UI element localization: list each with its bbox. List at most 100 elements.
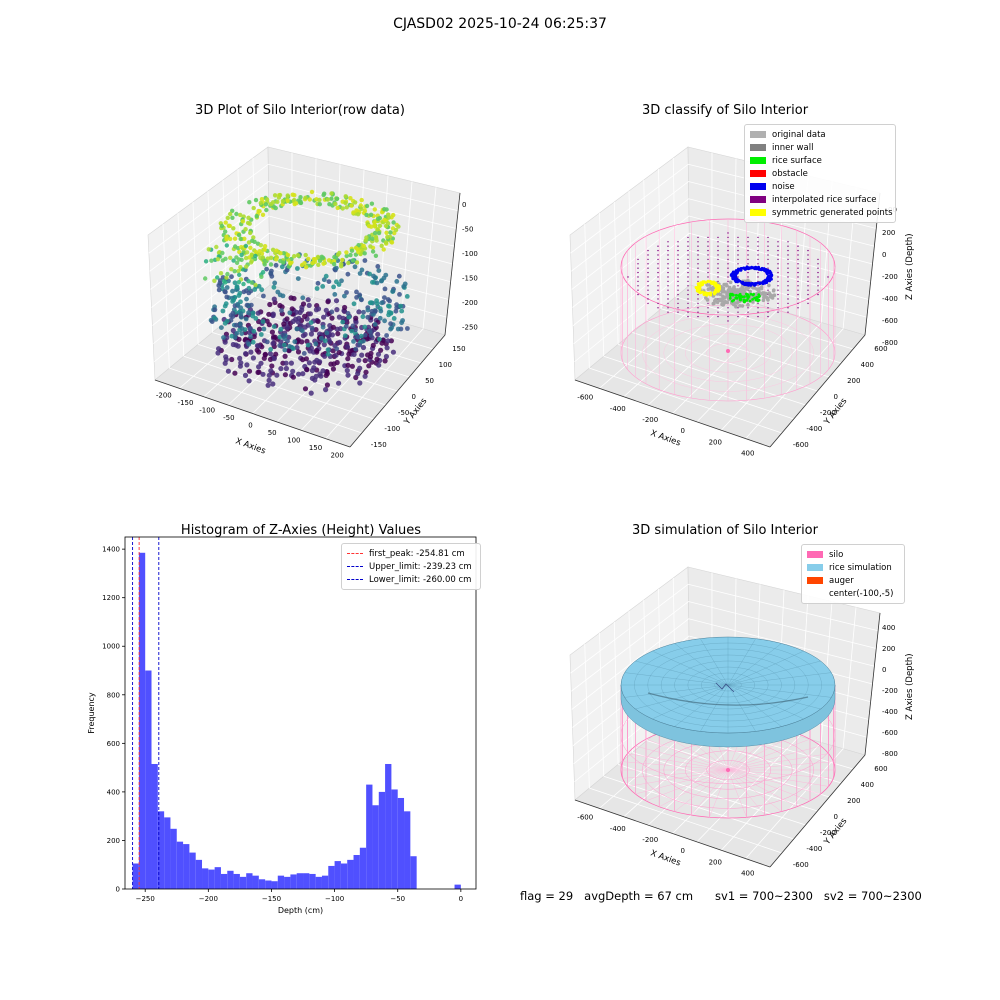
data-point — [290, 368, 296, 374]
data-point — [348, 196, 353, 201]
grid-line — [745, 748, 844, 859]
data-point — [302, 261, 307, 266]
original-point — [726, 292, 730, 297]
data-point — [303, 195, 308, 200]
data-point — [325, 197, 331, 202]
interpolated-point — [717, 315, 719, 318]
data-point — [282, 336, 287, 342]
data-point — [273, 205, 278, 211]
data-point — [300, 371, 306, 377]
interpolated-point — [757, 258, 759, 261]
histogram-bar — [340, 863, 348, 889]
data-point — [223, 229, 228, 234]
data-point — [313, 307, 319, 313]
data-point — [387, 304, 392, 309]
data-point — [353, 327, 358, 333]
data-point — [335, 331, 341, 337]
interpolated-point — [747, 258, 749, 261]
data-point — [317, 202, 322, 207]
data-point — [353, 346, 359, 352]
interpolated-point — [767, 236, 769, 239]
histogram-bar — [132, 863, 139, 889]
data-point — [234, 284, 240, 290]
data-point — [394, 302, 399, 307]
data-point — [273, 351, 279, 357]
data-point — [321, 255, 326, 261]
legend-dash — [347, 566, 363, 567]
silo-floor-spoke — [627, 753, 729, 771]
data-point — [379, 300, 385, 306]
symmetric-point — [696, 282, 700, 286]
data-point — [298, 200, 303, 205]
data-point — [369, 300, 374, 306]
data-point — [370, 342, 376, 348]
data-point — [220, 308, 226, 314]
interpolated-point — [677, 298, 679, 300]
data-point — [362, 373, 368, 379]
interpolated-point — [697, 236, 699, 239]
data-point — [255, 369, 261, 375]
data-point — [342, 293, 347, 299]
data-point — [339, 278, 344, 284]
interpolated-point — [667, 311, 669, 313]
interpolated-point — [637, 271, 639, 274]
data-point — [336, 314, 342, 320]
interpolated-point — [667, 289, 669, 291]
interpolated-point — [747, 263, 749, 265]
data-point — [346, 314, 352, 320]
y-tick-label: 600 — [874, 765, 887, 773]
original-point — [761, 298, 766, 303]
data-point — [322, 191, 327, 196]
data-point — [231, 258, 236, 263]
data-point — [247, 330, 253, 336]
silo-floor-ring — [684, 333, 771, 373]
interpolated-point — [777, 241, 779, 243]
data-point — [316, 262, 321, 267]
interpolated-point — [697, 271, 699, 274]
data-point — [307, 311, 313, 317]
data-point — [311, 257, 317, 262]
z-tick-label: 0 — [882, 251, 886, 259]
legend-label: symmetric generated points — [772, 207, 893, 218]
interpolated-point — [647, 258, 649, 261]
data-point — [382, 358, 388, 364]
data-point — [384, 345, 390, 351]
plot-frame — [124, 536, 477, 890]
data-point — [357, 271, 363, 276]
interpolated-point — [767, 302, 769, 305]
data-point — [224, 275, 229, 280]
legend-swatch — [807, 590, 823, 597]
data-point — [259, 274, 264, 279]
interpolated-point — [647, 302, 649, 305]
interpolated-point — [687, 249, 689, 252]
data-point — [261, 326, 267, 332]
noise-point — [755, 281, 759, 285]
y-tick-label: 800 — [107, 691, 120, 699]
original-point — [705, 283, 710, 287]
data-point — [258, 332, 264, 337]
interpolated-point — [677, 267, 679, 269]
data-point — [271, 296, 277, 302]
data-point — [382, 295, 387, 300]
interpolated-point — [707, 311, 709, 313]
data-point — [349, 363, 355, 369]
interpolated-point — [747, 241, 749, 243]
data-point — [303, 252, 308, 258]
data-point — [305, 297, 311, 303]
data-point — [317, 197, 322, 203]
interpolated-point — [697, 311, 699, 313]
data-point — [362, 324, 368, 330]
data-point — [344, 367, 350, 374]
data-point — [254, 213, 259, 219]
interpolated-point — [737, 307, 739, 309]
data-point — [300, 295, 306, 301]
data-point — [359, 197, 364, 203]
data-point — [359, 206, 364, 211]
interpolated-point — [787, 307, 789, 309]
data-point — [372, 322, 378, 327]
silo-floor-spoke — [674, 769, 729, 812]
interpolated-point — [767, 263, 769, 265]
interpolated-point — [707, 258, 709, 261]
data-point — [294, 345, 300, 351]
x-axis-title: X Axies — [234, 436, 267, 456]
